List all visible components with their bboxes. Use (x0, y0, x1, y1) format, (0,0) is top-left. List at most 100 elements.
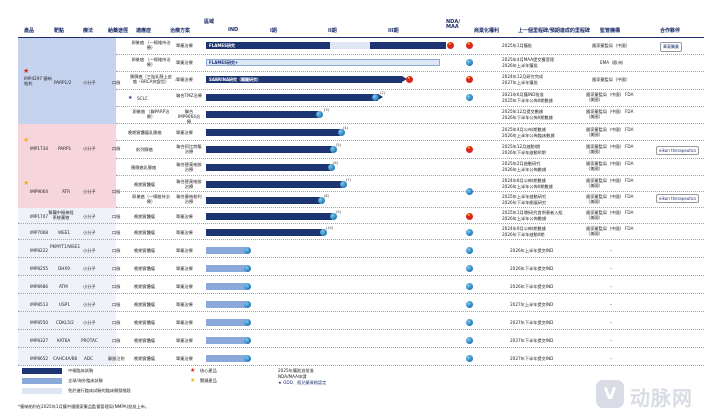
indication-text: SCLC (137, 96, 148, 101)
route-imp8255: 口服 (112, 266, 121, 271)
globe-icon (244, 319, 251, 326)
progress-arrow-icon (378, 94, 383, 100)
milestone-text: 2027年上半年提交IND (510, 302, 554, 307)
milestone-text: 2025年12月提交數據 (502, 109, 544, 114)
china-flag-icon (406, 75, 413, 83)
target-imp8513: USP1 (59, 302, 70, 307)
modality-imp4297: 小分子 (83, 80, 96, 85)
therapy-text: 單藥治療 (176, 248, 193, 253)
progress-bar (206, 213, 332, 220)
header-therapy: 治療方案 (170, 28, 191, 34)
authority-text: – (610, 320, 613, 325)
target-imp1707: 腎臟中樞神經系統藥物 (48, 210, 74, 220)
therapy-text: 聯合塞納帕利治療 (176, 194, 202, 204)
china-flag-icon (466, 75, 473, 83)
table-row (116, 192, 704, 208)
globe-icon (244, 337, 251, 344)
product-imp8986: IMP8986 (30, 284, 49, 289)
indication-text: 晚期實體瘤 (134, 266, 155, 271)
therapy-text: 單藥治療 (176, 60, 193, 65)
authority-text: – (610, 338, 613, 343)
indication-text: 卵巢癌 （一線維持治療） (131, 40, 171, 50)
progress-arrow-icon (402, 76, 407, 82)
modality-imp1707: 小分子 (83, 214, 96, 219)
progress-bar (206, 355, 246, 362)
footnote-marker: (9) (336, 210, 341, 214)
authority-text: 國家藥監局（中國） FDA（美國） (586, 127, 634, 137)
target-imp8652: CAHC4A/B6 (53, 356, 78, 361)
milestone-text: 2026年上半年公佈II期數據 (502, 184, 553, 189)
globe-icon (328, 164, 335, 171)
route-imp8652: 靜脈注射 (108, 356, 125, 361)
indication-text: 晚期實體瘤 (134, 214, 155, 219)
route-imp8986: 口服 (112, 284, 121, 289)
indication-text: 晚期實體瘤 (134, 320, 155, 325)
progress-bar (206, 129, 340, 136)
footnote: *塞納帕利在2025年1月獲中國國家藥品監督管理局(NMPA)批准上市。 (18, 404, 150, 409)
progress-bar (206, 197, 320, 204)
legend-swatch-pivotal (22, 368, 62, 374)
legend-swatch-global (22, 378, 62, 384)
globe-icon (244, 301, 251, 308)
indication-text: 晚期實體瘤 (134, 248, 155, 253)
watermark-text: 动脉网 (630, 386, 693, 410)
header-authority: 監管機構 (600, 28, 621, 34)
route-imp7068: 口服 (112, 230, 121, 235)
modality-imp8255: 小分子 (83, 266, 96, 271)
globe-icon (244, 283, 251, 290)
authority-text: 國家藥監局（中國） FDA（美國） (586, 92, 634, 102)
table-row (18, 312, 704, 330)
table-row (116, 176, 704, 192)
milestone-text: 2026年下半年啟動II期 (502, 232, 545, 237)
product-imp4297: IMP4297 塞納帕利 (24, 76, 52, 86)
target-imp8255: DHX9 (58, 266, 70, 271)
footnote-marker: (8) (324, 194, 329, 198)
header-p2: II期 (328, 28, 337, 34)
header-region: 區域 (204, 19, 215, 25)
table-row (116, 124, 704, 141)
footnote-marker: (6) (333, 161, 338, 165)
milestone-text: 2026年上半年提交IND (510, 248, 554, 253)
therapy-text: 單藥治療 (176, 356, 193, 361)
indication-text: 卵巢癌 （一線維持治療） (131, 57, 171, 67)
china-flag-icon (466, 212, 473, 220)
milestone-text: 2025年4月公布I期數據 (502, 127, 546, 132)
legend-pivotal: 中樞臨床試驗 (68, 368, 94, 373)
product-imp8550: IMP8550 (30, 320, 49, 325)
milestone-text: 2026年上半年公佈數據 (502, 216, 547, 221)
authority-text: – (610, 248, 613, 253)
route-imp8327: 口服 (112, 338, 121, 343)
bar-label: SABRINA研究（關鍵研究） (209, 77, 262, 82)
product-imp1707: IMP1707 (30, 214, 49, 219)
product-imp8327: IMP8327 (30, 338, 49, 343)
milestone-text: 2025年1月I期研究首例患者入組 (502, 210, 563, 215)
target-imp7068: WEE1 (58, 230, 71, 235)
header-ind: IND (228, 27, 239, 33)
progress-bar (206, 265, 246, 272)
authority-text: 國家藥監局（中國） FDA（美國） (586, 226, 634, 236)
indication-text: 晚期實體瘤 (134, 356, 155, 361)
target-imp8222: PKMYT1/WEE1 (50, 244, 81, 249)
china-flag-icon (466, 41, 473, 49)
route-imp8513: 口服 (112, 302, 121, 307)
therapy-text: 單藥治療 (176, 266, 193, 271)
milestone-text: 2024年8月公佈I期數據 (502, 178, 546, 183)
header-route: 給藥途徑 (108, 28, 129, 34)
milestone-text: 2026年下半年開展研究 (502, 200, 547, 205)
therapy-text: 單藥治療 (176, 77, 193, 82)
modality-imp7068: 小分子 (83, 230, 96, 235)
route-imp1734: 口服 (112, 146, 121, 151)
therapy-text: 聯合阿比特龍治療 (176, 144, 202, 154)
header-product: 產品 (24, 28, 35, 34)
progress-bar (206, 146, 332, 153)
modality-imp9064: 小分子 (83, 189, 96, 194)
therapy-text: 單藥治療 (176, 302, 193, 307)
target-imp8986: ATM (59, 284, 68, 289)
progress-bar (206, 164, 330, 171)
indication-text: 晚期實體瘤 (134, 338, 155, 343)
indication-text: 晚期實體瘤 (134, 302, 155, 307)
globe-icon (330, 213, 337, 220)
progress-bar (206, 283, 246, 290)
watermark: V 动脉网 (596, 380, 708, 410)
